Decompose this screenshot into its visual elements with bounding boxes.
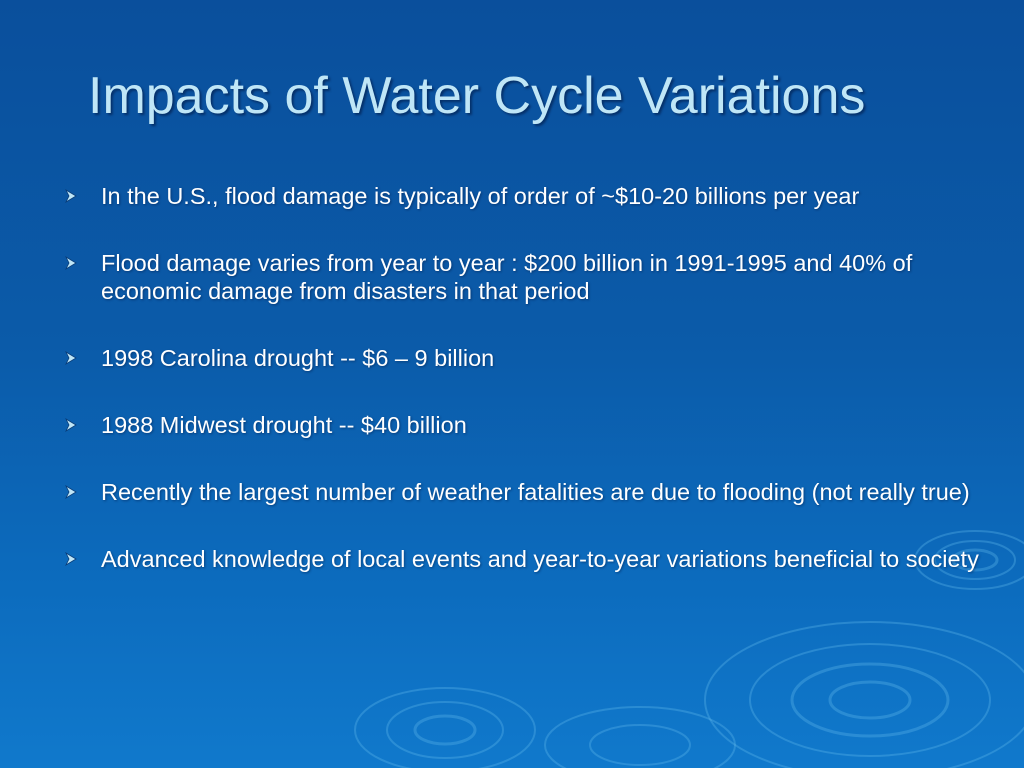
bullet-item: In the U.S., flood damage is typically o… (60, 182, 980, 210)
bullet-text: 1988 Midwest drought -- $40 billion (101, 412, 467, 438)
arrowhead-bullet-icon (65, 351, 77, 365)
bullet-text: Advanced knowledge of local events and y… (101, 546, 979, 572)
bullet-list: In the U.S., flood damage is typically o… (60, 182, 980, 612)
bullet-item: 1998 Carolina drought -- $6 – 9 billion (60, 344, 980, 372)
bullet-text: 1998 Carolina drought -- $6 – 9 billion (101, 345, 495, 371)
ripple-bottom-center (354, 687, 536, 768)
arrowhead-bullet-icon (65, 552, 77, 566)
slide-title: Impacts of Water Cycle Variations (88, 67, 866, 125)
ripple-right (914, 530, 1024, 590)
arrowhead-bullet-icon (65, 485, 77, 499)
arrowhead-bullet-icon (65, 189, 77, 203)
bullet-text: Flood damage varies from year to year : … (101, 250, 913, 304)
bullet-item: Recently the largest number of weather f… (60, 478, 980, 506)
ripple-bottom-mid (544, 706, 736, 768)
bullet-text: Recently the largest number of weather f… (101, 479, 970, 505)
bullet-item: Advanced knowledge of local events and y… (60, 545, 980, 573)
ripple-bottom-right (704, 621, 1024, 768)
arrowhead-bullet-icon (65, 418, 77, 432)
arrowhead-bullet-icon (65, 256, 77, 270)
bullet-item: 1988 Midwest drought -- $40 billion (60, 411, 980, 439)
bullet-text: In the U.S., flood damage is typically o… (101, 183, 860, 209)
bullet-item: Flood damage varies from year to year : … (60, 249, 980, 305)
